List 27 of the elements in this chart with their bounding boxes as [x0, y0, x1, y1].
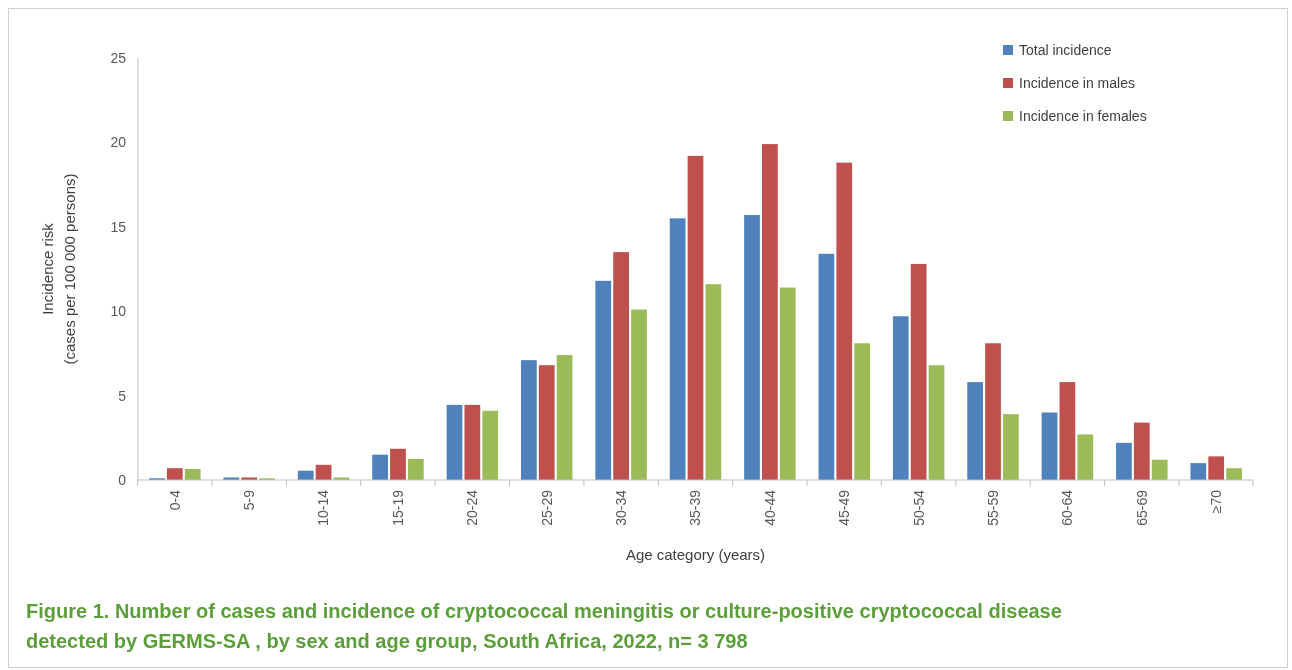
x-tick-label: ≥70	[1208, 489, 1225, 514]
x-tick-label: 5-9	[241, 489, 258, 511]
x-tick-label: 45-49	[836, 489, 853, 526]
x-tick-label: 55-59	[984, 489, 1001, 526]
y-tick-label: 0	[118, 471, 127, 488]
x-tick-label: 50-54	[910, 489, 927, 526]
x-tick-label: 40-44	[761, 489, 778, 526]
legend-label: Incidence in females	[1019, 107, 1147, 124]
x-tick-label: 15-19	[389, 489, 406, 526]
y-tick-label: 25	[110, 49, 127, 66]
x-tick-label: 10-14	[315, 489, 332, 526]
text: Figure 1. Number of cases and incidence of cryptococcal meningitis or culture-positive cryptococcal disease detected by GERMS-SA , by sex and age group, South Africa, 2022, n= 3 798	[26, 600, 1062, 652]
x-tick-label: 65-69	[1133, 489, 1150, 526]
y-tick-label: 20	[110, 134, 127, 151]
x-tick-label: 20-24	[464, 489, 481, 526]
y-tick-label: 15	[110, 218, 127, 235]
x-tick-label: 35-39	[687, 489, 704, 526]
x-axis-title: Age category (years)	[625, 546, 766, 563]
y-tick-label: 10	[110, 303, 127, 320]
x-tick-label: 25-29	[538, 489, 555, 526]
legend-label: Incidence in males	[1019, 74, 1135, 91]
y-tick-label: 5	[118, 387, 127, 404]
x-tick-label: 60-64	[1059, 489, 1076, 526]
legend-label: Total incidence	[1019, 41, 1112, 58]
y-axis-title: Incidence risk (cases per 100 000 persons)	[39, 173, 78, 365]
x-tick-label: 30-34	[613, 489, 630, 526]
x-tick-label: 0-4	[166, 489, 183, 511]
